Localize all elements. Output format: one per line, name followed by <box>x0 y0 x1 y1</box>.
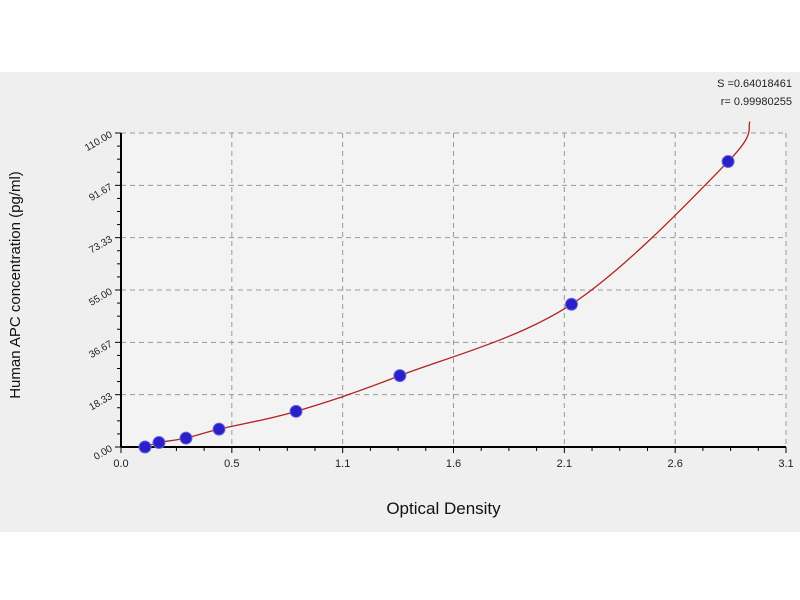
x-tick-label: 3.1 <box>778 458 793 470</box>
data-point <box>152 436 166 450</box>
x-tick-label: 0.5 <box>224 458 239 470</box>
data-point <box>289 404 303 418</box>
fit-curve <box>144 121 751 448</box>
data-point <box>212 422 226 436</box>
y-tick-label: 55.00 <box>87 286 115 308</box>
y-tick-label: 91.67 <box>87 182 115 204</box>
data-point <box>179 431 193 445</box>
x-tick-label: 0.0 <box>113 458 128 470</box>
x-axis-title: Optical Density <box>386 499 501 518</box>
data-point <box>721 155 735 169</box>
data-point <box>564 297 578 311</box>
fit-s-annotation: S =0.64018461 <box>717 78 792 90</box>
data-point <box>138 440 152 454</box>
x-tick-label: 1.1 <box>335 458 350 470</box>
y-tick-label: 73.33 <box>87 234 115 256</box>
fit-r-annotation: r= 0.99980255 <box>720 96 792 108</box>
x-tick-label: 1.6 <box>446 458 461 470</box>
y-tick-label: 36.67 <box>87 339 115 361</box>
y-axis-title: Human APC concentration (pg/ml) <box>7 171 24 399</box>
y-tick-label: 18.33 <box>87 391 115 413</box>
y-tick-label: 0.00 <box>92 443 115 462</box>
data-point <box>393 369 407 383</box>
y-tick-label: 110.00 <box>83 129 115 154</box>
x-tick-label: 2.1 <box>557 458 572 470</box>
x-tick-label: 2.6 <box>668 458 683 470</box>
